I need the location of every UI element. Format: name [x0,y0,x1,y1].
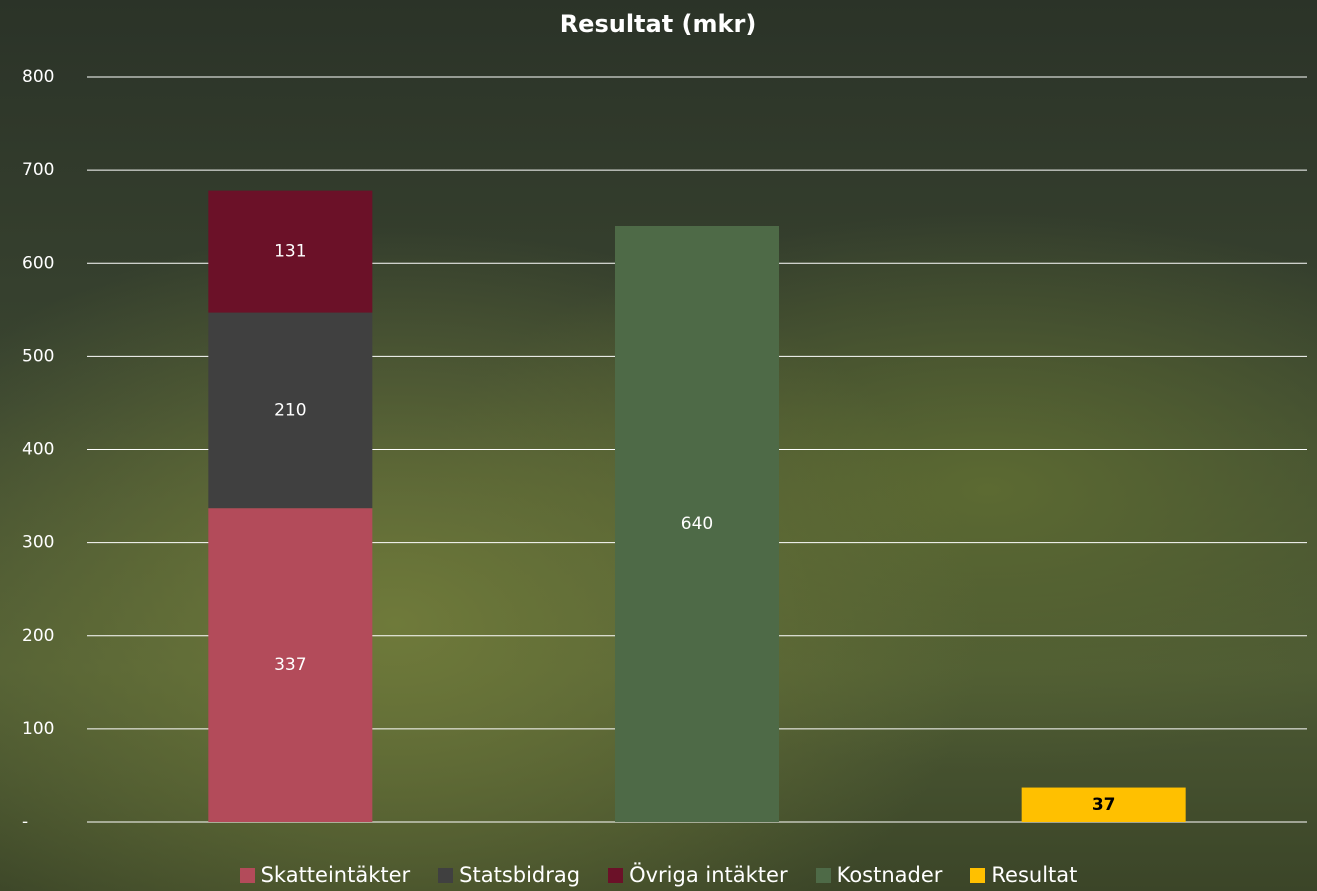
legend-item: Statsbidrag [438,863,580,887]
y-tick-label: - [22,812,28,832]
legend-swatch [970,867,986,883]
legend-label: Kostnader [836,863,943,887]
legend-swatch [438,867,454,883]
legend-label: Resultat [991,863,1078,887]
chart-title: Resultat (mkr) [560,10,757,38]
legend-label: Statsbidrag [459,863,581,887]
y-tick-label: 800 [22,67,54,87]
legend-swatch [815,867,831,883]
bar-segment [208,508,373,822]
legend-label: Skatteintäkter [260,863,411,887]
data-label: 640 [681,514,713,534]
y-tick-label: 200 [22,626,54,646]
y-tick-label: 100 [22,719,54,739]
y-tick-label: 400 [22,440,54,460]
y-tick-label: 700 [22,160,54,180]
legend-item: Skatteintäkter [239,863,411,887]
bar-segment [208,190,373,313]
bar-segment [208,312,373,509]
y-tick-label: 300 [22,533,54,553]
legend-label: Övriga intäkter [629,863,788,887]
legend-item: Övriga intäkter [608,863,788,887]
legend-item: Kostnader [815,863,943,887]
data-label: 210 [274,400,306,420]
y-tick-label: 600 [22,253,54,273]
bar-segment [1021,787,1186,822]
legend-swatch [239,867,255,883]
y-tick-label: 500 [22,346,54,366]
legend-item: Resultat [970,863,1077,887]
legend-swatch [608,867,624,883]
data-label: 37 [1092,795,1116,815]
legend: Skatteintäkter Statsbidrag Övriga intäkter… [0,863,1317,887]
data-label: 131 [274,242,306,262]
bar-segment [615,226,779,822]
data-label: 337 [274,655,306,675]
